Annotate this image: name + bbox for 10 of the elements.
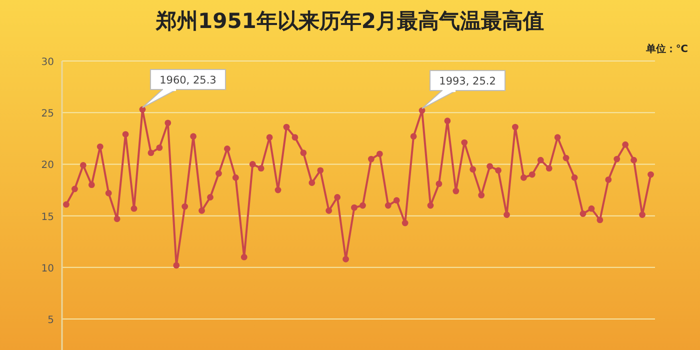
y-tick-label: 15 (41, 212, 54, 223)
y-tick-label: 5 (48, 315, 54, 326)
annotation: 1993, 25.2 (439, 76, 496, 88)
chart-title: 郑州1951年以来历年2月最高气温最高值 (154, 9, 544, 33)
y-tick-label: 25 (41, 108, 54, 120)
y-tick-label: 10 (41, 263, 54, 274)
text: 单位：℃ (644, 43, 688, 55)
annotation: 1960, 25.3 (160, 74, 216, 87)
y-tick-label: 30 (41, 57, 54, 68)
y-tick-label: 20 (41, 160, 54, 172)
